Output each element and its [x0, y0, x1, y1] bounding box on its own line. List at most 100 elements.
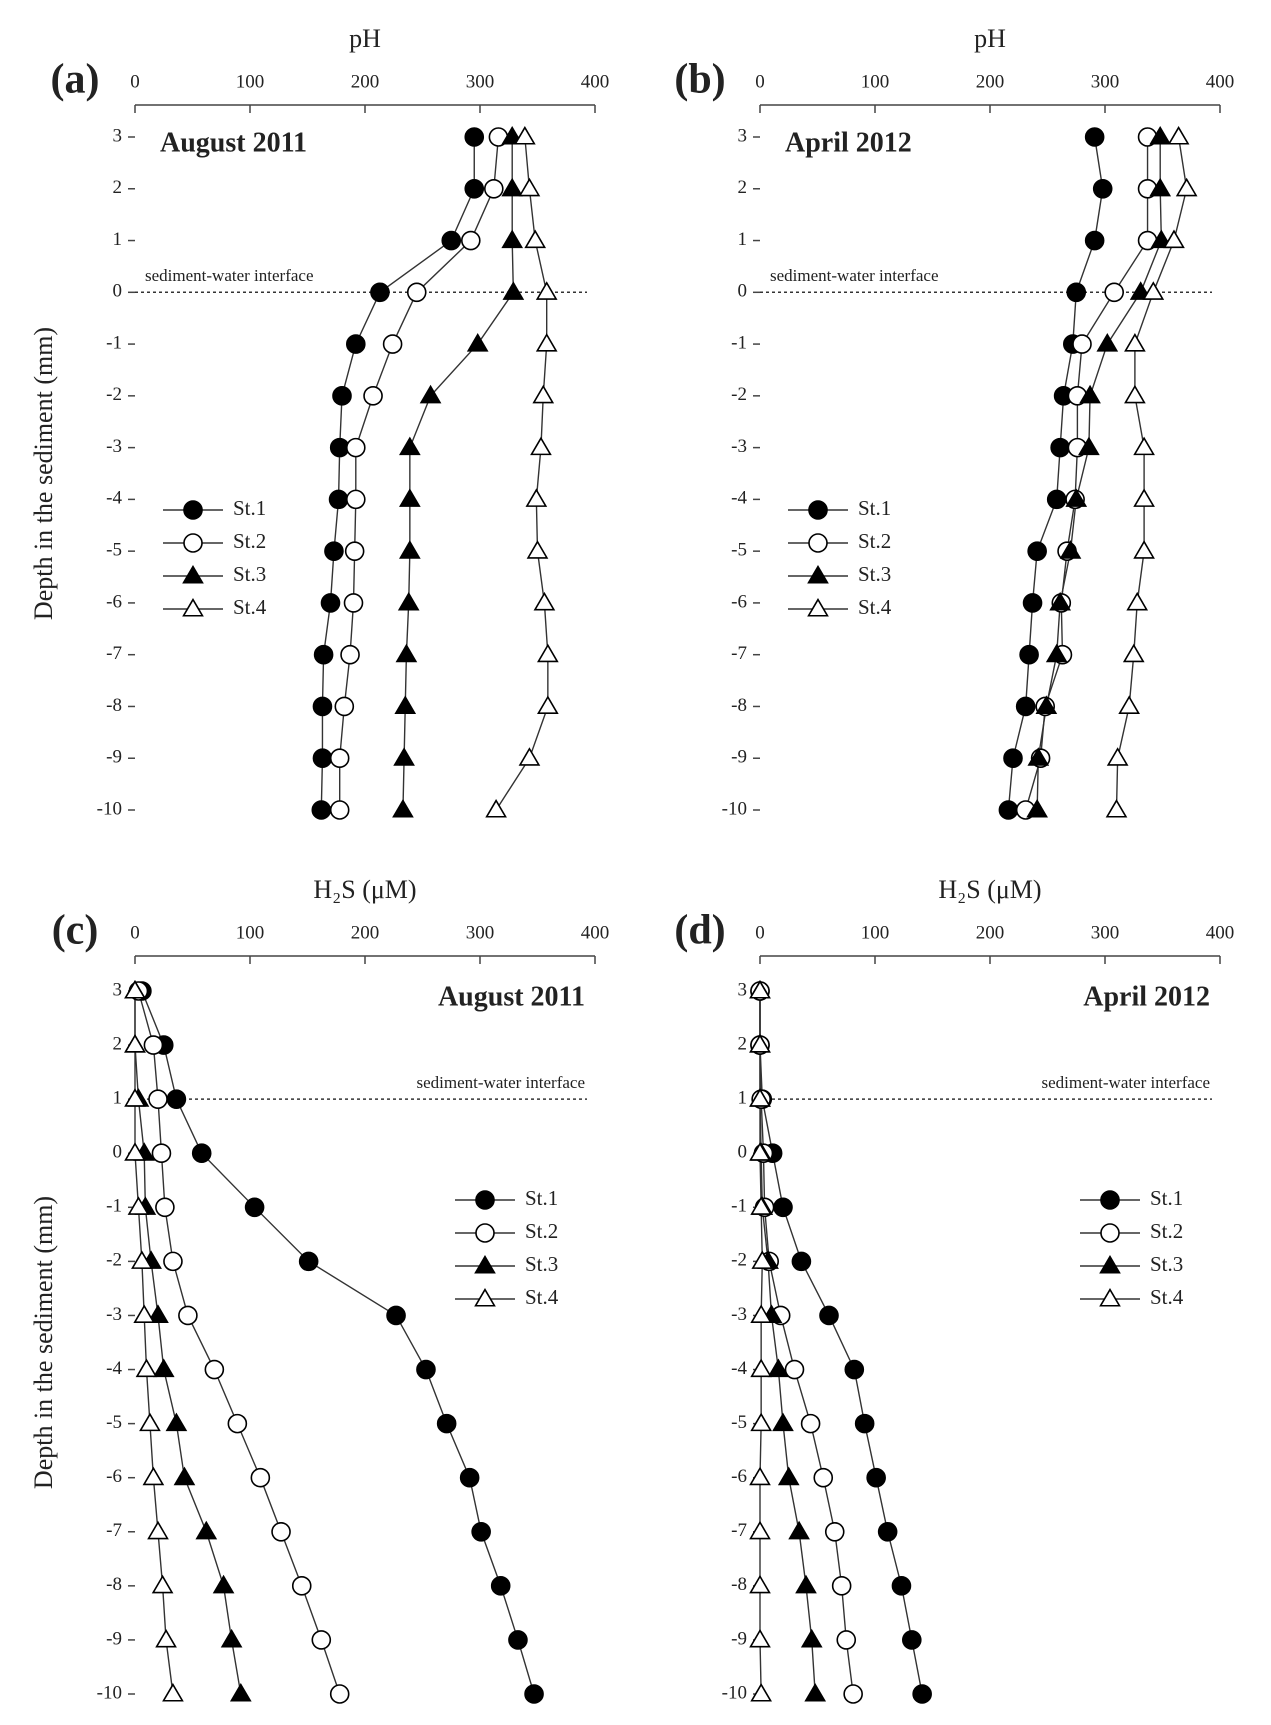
x-axis-label: H₂S (μM) — [938, 875, 1041, 904]
marker — [1022, 593, 1043, 613]
marker — [1015, 696, 1036, 717]
marker — [345, 334, 366, 354]
marker — [844, 1359, 865, 1380]
y-tick-label: 2 — [113, 1033, 123, 1054]
chart-title: April 2012 — [785, 127, 912, 158]
marker — [139, 1412, 161, 1432]
marker — [345, 437, 366, 458]
annotation: sediment-water interface — [770, 266, 939, 285]
marker — [311, 800, 332, 820]
y-tick-label: -5 — [731, 540, 747, 561]
y-tick-label: -6 — [731, 591, 747, 612]
marker — [1066, 282, 1087, 303]
marker — [804, 1682, 827, 1702]
marker — [311, 1630, 332, 1650]
x-tick-label: 200 — [351, 922, 380, 943]
legend-marker — [1100, 1223, 1120, 1243]
marker — [344, 541, 365, 561]
marker — [204, 1359, 225, 1380]
marker — [1045, 643, 1068, 663]
marker — [195, 1520, 218, 1540]
marker — [464, 127, 485, 147]
marker — [502, 281, 525, 300]
marker — [345, 489, 366, 510]
x-tick-label: 0 — [755, 922, 765, 943]
marker — [363, 386, 383, 406]
marker — [800, 1628, 823, 1648]
legend-label: St.1 — [1150, 1186, 1183, 1210]
legend-marker — [808, 500, 828, 520]
marker — [1149, 177, 1172, 197]
y-tick-label: -9 — [731, 747, 747, 768]
marker — [343, 593, 364, 613]
marker — [750, 1196, 772, 1215]
marker — [537, 643, 559, 663]
marker — [1124, 384, 1146, 404]
marker — [466, 333, 489, 352]
y-tick-label: 3 — [738, 979, 748, 1000]
y-tick-label: -7 — [106, 1520, 122, 1541]
x-tick-label: 400 — [1206, 71, 1235, 92]
legend-marker — [808, 533, 828, 553]
y-tick-label: -9 — [731, 1628, 747, 1649]
marker — [1046, 489, 1067, 510]
marker — [1104, 282, 1124, 303]
legend-label: St.4 — [858, 595, 892, 619]
marker — [749, 1088, 771, 1107]
marker — [813, 1467, 834, 1488]
y-tick-label: -4 — [106, 488, 122, 509]
marker — [155, 1628, 177, 1648]
marker — [836, 1630, 857, 1650]
y-tick-label: -3 — [106, 1304, 122, 1325]
marker — [501, 177, 524, 197]
marker — [166, 1089, 187, 1109]
marker — [824, 1521, 845, 1542]
marker — [313, 644, 334, 665]
legend-label: St.2 — [858, 529, 891, 553]
x-tick-label: 0 — [755, 71, 765, 92]
y-tick-label: 3 — [113, 125, 123, 146]
y-tick-label: -1 — [731, 332, 747, 353]
legend-label: St.4 — [233, 595, 267, 619]
marker — [298, 1251, 319, 1272]
marker — [135, 1358, 158, 1378]
legend-marker — [1100, 1190, 1120, 1210]
marker — [1092, 178, 1113, 199]
marker — [524, 1684, 544, 1704]
y-tick-label: -4 — [731, 1358, 747, 1379]
marker — [395, 643, 418, 663]
marker — [1163, 229, 1185, 249]
y-tick-label: -3 — [731, 1304, 747, 1325]
marker — [1078, 436, 1100, 456]
marker — [524, 229, 547, 249]
legend-marker — [475, 1223, 495, 1243]
marker — [877, 1521, 898, 1542]
chart-title: August 2011 — [160, 127, 307, 158]
marker — [1019, 644, 1039, 665]
y-tick-label: 2 — [113, 177, 123, 198]
marker — [998, 800, 1019, 820]
marker — [142, 1466, 165, 1486]
legend-label: St.1 — [233, 496, 266, 520]
marker — [791, 1251, 812, 1272]
marker — [901, 1630, 922, 1650]
marker — [1133, 540, 1155, 559]
marker — [1149, 125, 1172, 145]
marker — [382, 334, 403, 354]
y-tick-label: 1 — [113, 1088, 123, 1109]
marker — [1049, 591, 1071, 611]
x-axis-label: pH — [349, 24, 381, 53]
marker — [1142, 281, 1165, 300]
y-tick-label: 0 — [738, 1142, 748, 1163]
x-tick-label: 300 — [466, 71, 495, 92]
panel-label: (a) — [51, 57, 100, 103]
marker — [312, 748, 333, 769]
marker — [151, 1143, 172, 1164]
legend-marker — [182, 597, 204, 617]
marker — [329, 800, 350, 820]
marker — [312, 696, 333, 717]
x-axis-label: H₂S (μM) — [313, 875, 416, 904]
y-tick-label: -6 — [106, 591, 122, 612]
x-tick-label: 100 — [236, 71, 265, 92]
